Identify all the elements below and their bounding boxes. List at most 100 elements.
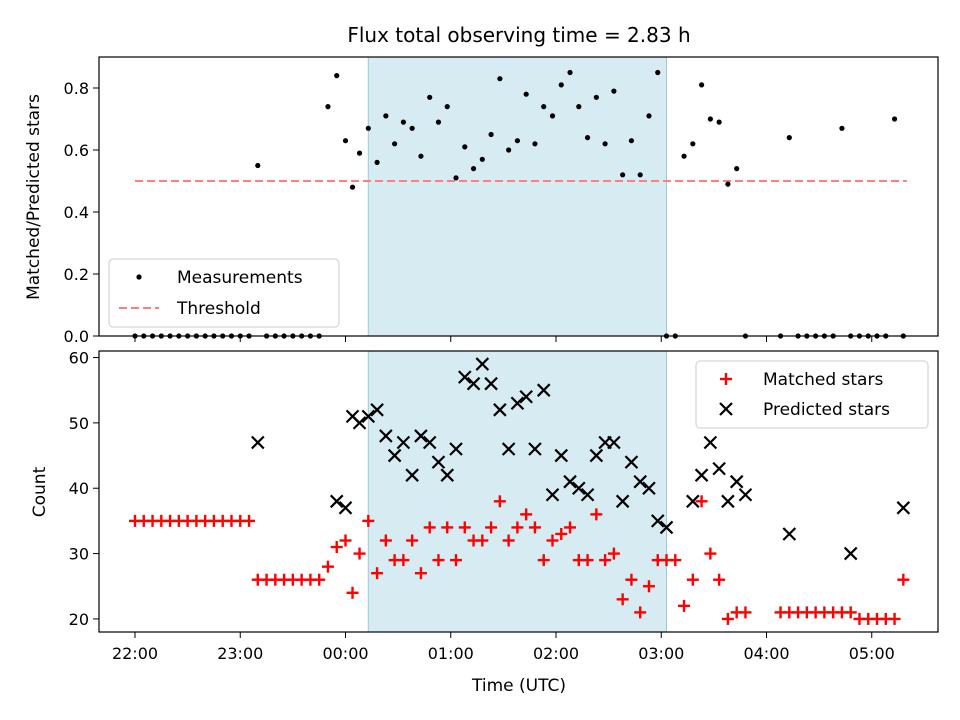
- chart-title: Flux total observing time = 2.83 h: [347, 23, 690, 47]
- measurement-point: [655, 69, 661, 76]
- predicted-star-point: [554, 448, 569, 463]
- predicted-star-point: [545, 487, 560, 502]
- measurement-point: [628, 138, 635, 144]
- measurement-point: [453, 175, 459, 181]
- measurement-point: [646, 113, 652, 119]
- matched-star-point: [414, 567, 427, 580]
- measurement-point: [523, 91, 529, 97]
- bottom-x-ticks: 22:00 23:00 00:00 01:00 02:00 03:00 04:00 05:00: [112, 632, 895, 663]
- predicted-star-point: [589, 448, 604, 463]
- y-tick-label: 30: [69, 545, 89, 564]
- matched-star-point: [485, 521, 498, 534]
- measurement-point: [349, 184, 356, 190]
- matched-star-point: [555, 527, 568, 540]
- predicted-star-point: [615, 494, 630, 509]
- top-legend-box: [108, 258, 340, 328]
- matched-star-point: [520, 508, 533, 521]
- predicted-star-point: [338, 501, 353, 515]
- matched-star-point: [243, 514, 256, 527]
- y-tick-label: 0.0: [64, 327, 89, 346]
- top-legend: Measurements Threshold: [108, 258, 340, 328]
- measurement-point: [392, 141, 398, 147]
- bottom-y-label: Count: [30, 466, 50, 517]
- predicted-star-point: [329, 494, 344, 509]
- measurement-point: [383, 113, 389, 119]
- predicted-star-point: [352, 416, 367, 430]
- measurement-point: [637, 172, 643, 178]
- matched-star-point: [458, 521, 471, 534]
- measurement-point: [611, 88, 617, 94]
- x-tick-label: 00:00: [322, 644, 368, 663]
- measurement-point: [488, 131, 494, 138]
- bottom-axes-frame: [98, 350, 939, 633]
- matched-star-point: [313, 573, 326, 586]
- predicted-star-point: [475, 357, 490, 371]
- matched-star-point: [379, 534, 392, 547]
- predicted-star-point: [738, 487, 753, 502]
- predicted-stars-points: [251, 357, 911, 561]
- matched-star-point: [599, 554, 612, 567]
- measurement-point: [444, 104, 450, 110]
- measurement-point: [567, 69, 573, 76]
- measurement-point: [584, 135, 591, 141]
- measurement-point: [334, 73, 340, 79]
- measurement-point: [409, 125, 415, 131]
- predicted-star-point: [484, 376, 498, 391]
- measurement-point: [356, 150, 363, 156]
- predicted-star-point: [519, 389, 533, 404]
- predicted-star-point: [493, 403, 507, 417]
- measurement-point: [462, 144, 468, 150]
- measurement-point: [681, 153, 687, 159]
- matched-star-point: [704, 547, 717, 560]
- predicted-star-point: [712, 461, 726, 476]
- predicted-star-point: [659, 520, 674, 535]
- bottom-legend-box: [695, 360, 929, 429]
- predicted-star-point: [387, 448, 402, 463]
- measurement-point: [255, 162, 261, 169]
- predicted-star-point: [729, 474, 744, 489]
- y-tick-label: 20: [69, 610, 89, 629]
- y-tick-label: 0.6: [64, 141, 89, 160]
- predicted-star-point: [572, 481, 586, 496]
- x-axis-label: Time (UTC): [471, 676, 566, 696]
- matched-star-point: [564, 521, 577, 534]
- matched-star-point: [441, 521, 454, 534]
- matched-star-point: [371, 567, 384, 580]
- top-shaded-region: [367, 56, 668, 337]
- matched-star-point: [362, 514, 375, 527]
- x-tick-label: 04:00: [743, 644, 789, 663]
- y-tick-label: 0.8: [64, 79, 89, 98]
- matched-star-point: [616, 593, 629, 606]
- predicted-star-point: [528, 442, 542, 456]
- matched-star-point: [330, 541, 343, 554]
- measurement-point: [374, 159, 380, 165]
- predicted-star-point: [458, 370, 472, 384]
- y-tick-label: 60: [69, 349, 89, 368]
- y-tick-label: 40: [69, 479, 89, 498]
- matched-star-point: [339, 534, 352, 547]
- measurement-point: [418, 153, 424, 159]
- measurement-point: [365, 125, 371, 131]
- measurement-point: [435, 119, 442, 125]
- matched-star-point: [397, 554, 410, 567]
- matched-stars-points: [129, 495, 910, 625]
- matched-star-point: [537, 554, 550, 567]
- matched-star-point: [450, 554, 463, 567]
- matched-star-point: [581, 554, 594, 567]
- measurement-point: [593, 94, 599, 100]
- matched-star-point: [502, 534, 515, 547]
- matched-star-point: [353, 547, 366, 560]
- predicted-star-point: [843, 546, 858, 561]
- top-x-ticks: [134, 336, 873, 342]
- matched-star-point: [432, 554, 445, 567]
- predicted-star-point: [536, 383, 551, 397]
- matched-star-point: [476, 534, 489, 547]
- bottom-legend: Matched stars Predicted stars: [695, 360, 929, 429]
- legend-matched-label: Matched stars: [763, 370, 883, 390]
- legend-predicted-marker: [719, 402, 733, 416]
- predicted-star-point: [405, 468, 419, 482]
- predicted-star-point: [703, 435, 718, 450]
- measurement-point: [734, 166, 740, 172]
- matched-star-point: [844, 606, 857, 619]
